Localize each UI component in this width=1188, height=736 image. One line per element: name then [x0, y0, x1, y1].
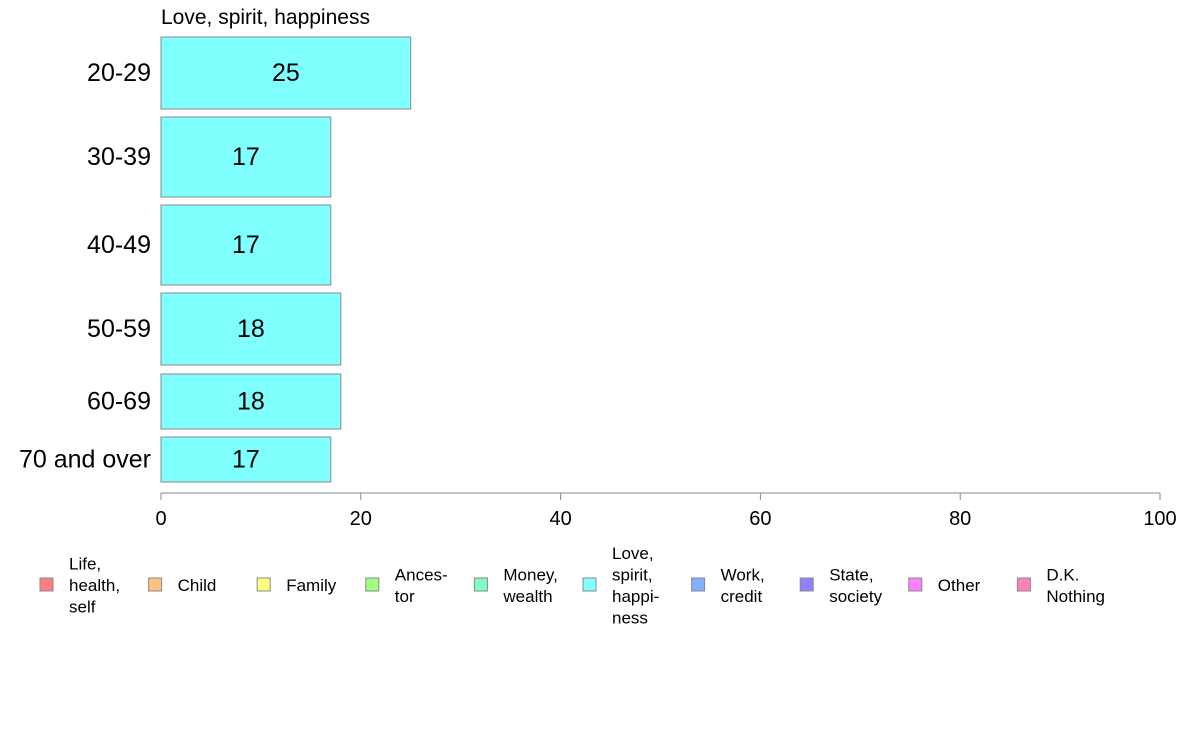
bar-value-label: 18 — [237, 388, 265, 416]
bar-value-label: 17 — [232, 446, 260, 474]
legend-swatch — [1016, 577, 1031, 592]
legend-swatch — [148, 577, 163, 592]
legend-label: State, society — [829, 565, 882, 606]
category-label: 40-49 — [87, 231, 151, 259]
category-label: 50-59 — [87, 315, 151, 343]
x-tick-label: 80 — [949, 508, 971, 530]
category-label: 60-69 — [87, 388, 151, 416]
legend: Life, health, self Child Family Ances-tor Mone… — [39, 544, 1105, 628]
legend-label: Ances-tor — [395, 565, 448, 606]
legend-swatch — [256, 577, 271, 592]
x-axis: 0 20 40 60 80 100 — [155, 492, 1177, 530]
legend-label: Child — [178, 576, 217, 595]
x-tick-label: 60 — [749, 508, 771, 530]
x-tick-label: 40 — [549, 508, 571, 530]
legend-swatch — [799, 577, 814, 592]
legend-label: Work, credit — [721, 565, 765, 606]
legend-swatch — [691, 577, 706, 592]
legend-swatch — [39, 577, 54, 592]
bar-60-69 — [160, 373, 342, 430]
legend-swatch — [908, 577, 923, 592]
legend-label: D.K. Nothing — [1046, 565, 1105, 606]
bar-70-and-over — [160, 436, 332, 483]
legend-label: Money, wealth — [502, 565, 558, 606]
bar-30-39 — [160, 116, 332, 198]
bar-value-label: 17 — [232, 143, 260, 171]
legend-label: Family — [286, 576, 337, 595]
bars-layer: 25 20-29 17 30-39 17 40-49 18 50-59 18 60-69 17 70 … — [19, 36, 412, 483]
legend-swatch — [582, 577, 597, 592]
category-label: 30-39 — [87, 143, 151, 171]
bar-value-label: 17 — [232, 231, 260, 259]
legend-swatch — [473, 577, 488, 592]
bar-50-59 — [160, 292, 342, 366]
x-tick-label: 20 — [350, 508, 372, 530]
category-label: 70 and over — [19, 446, 151, 474]
bar-value-label: 25 — [272, 59, 300, 87]
legend-label: Other — [938, 576, 981, 595]
legend-label: Love, spirit, happi-ness — [612, 544, 659, 628]
category-label: 20-29 — [87, 59, 151, 87]
chart-title: Love, spirit, happiness — [161, 6, 370, 29]
x-tick-label: 0 — [155, 508, 166, 530]
bar-20-29 — [160, 36, 412, 110]
legend-label: Life, health, self — [69, 555, 120, 617]
legend-swatch — [365, 577, 380, 592]
bar-40-49 — [160, 204, 332, 286]
x-tick-label: 100 — [1143, 508, 1176, 530]
bar-value-label: 18 — [237, 315, 265, 343]
